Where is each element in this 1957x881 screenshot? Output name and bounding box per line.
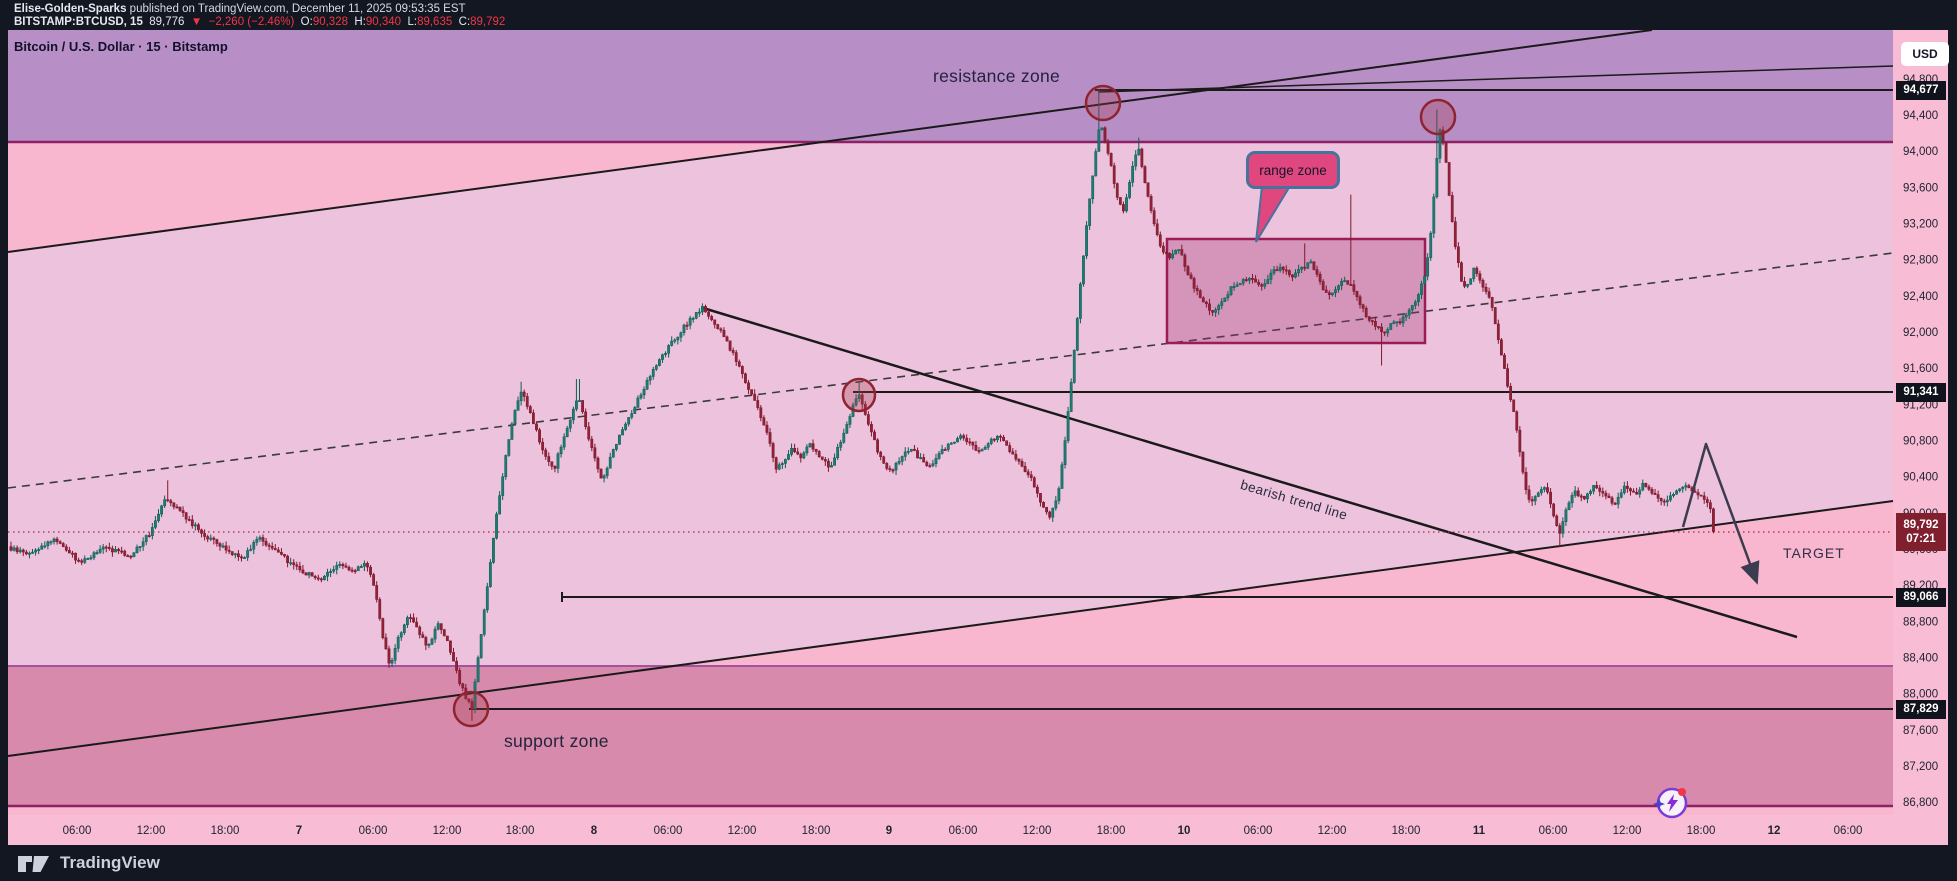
price-tick-label: 87,200 xyxy=(1903,761,1938,773)
range-zone-callout[interactable]: range zone xyxy=(1246,151,1340,189)
time-tick-label: 06:00 xyxy=(654,825,683,837)
symbol-title: BITSTAMP:BTCUSD, 15 xyxy=(14,16,143,28)
publish-info: published on TradingView.com, December 1… xyxy=(126,3,466,15)
current-price-label: 89,792 07:21 xyxy=(1896,513,1946,551)
price-tick-label: 91,200 xyxy=(1903,399,1938,411)
dashed-mid-trendline[interactable] xyxy=(7,252,1894,489)
time-tick-label: 06:00 xyxy=(359,825,388,837)
price-tick-label: 92,400 xyxy=(1903,291,1938,303)
footer-bar: TradingView xyxy=(0,845,1957,881)
time-tick-label: 06:00 xyxy=(1834,825,1863,837)
price-tick-label: 87,600 xyxy=(1903,725,1938,737)
price-tick-label: 94,400 xyxy=(1903,110,1938,122)
time-tick-label: 11 xyxy=(1473,825,1486,837)
snapshot-header: Elise-Golden-Sparks published on Trading… xyxy=(0,0,1957,30)
time-tick-label: 12:00 xyxy=(1023,825,1052,837)
time-tick-label: 10 xyxy=(1178,825,1191,837)
time-tick-label: 7 xyxy=(296,825,302,837)
target-label[interactable]: TARGET xyxy=(1783,545,1845,561)
resistance-zone-label[interactable]: resistance zone xyxy=(933,66,1061,86)
price-level-axis-label: 87,829 xyxy=(1896,699,1946,719)
price-tick-label: 93,600 xyxy=(1903,182,1938,194)
pivot-highlight-circle[interactable] xyxy=(841,377,877,413)
price-level-axis-label: 94,677 xyxy=(1896,80,1946,100)
pivot-highlight-circle[interactable] xyxy=(452,690,490,728)
price-tick-label: 88,000 xyxy=(1903,689,1938,701)
symbol-line: BITSTAMP:BTCUSD, 15 89,776 ▼ −2,260 (−2.… xyxy=(14,16,505,28)
time-tick-label: 06:00 xyxy=(949,825,978,837)
resistance-upper-line[interactable] xyxy=(1097,65,1894,93)
price-change: −2,260 (−2.46%) xyxy=(208,16,295,28)
price-level-axis-label: 91,341 xyxy=(1896,382,1946,402)
time-tick-label: 06:00 xyxy=(1539,825,1568,837)
resistance-zone-area xyxy=(8,30,1893,142)
time-tick-label: 18:00 xyxy=(1687,825,1716,837)
close-value: 89,792 xyxy=(470,16,506,28)
price-tick-label: 92,800 xyxy=(1903,255,1938,267)
price-tick-label: 93,200 xyxy=(1903,219,1938,231)
time-tick-label: 18:00 xyxy=(211,825,240,837)
last-price: 89,776 xyxy=(149,16,185,28)
high-label: H: xyxy=(354,16,366,28)
open-value: 90,328 xyxy=(312,16,348,28)
pivot-highlight-circle[interactable] xyxy=(1084,84,1122,122)
channel-upper-trendline[interactable] xyxy=(7,29,1653,253)
tradingview-brand[interactable]: TradingView xyxy=(60,853,160,872)
time-tick-label: 12 xyxy=(1768,825,1781,837)
time-tick-label: 9 xyxy=(886,825,892,837)
time-tick-label: 18:00 xyxy=(506,825,535,837)
down-triangle-icon: ▼ xyxy=(190,16,203,28)
time-tick-label: 18:00 xyxy=(1097,825,1126,837)
tradingview-logo-icon xyxy=(18,856,49,872)
price-tick-label: 94,000 xyxy=(1903,146,1938,158)
support-zone-area xyxy=(8,666,1893,806)
spark-icon[interactable] xyxy=(1653,787,1688,819)
price-tick-label: 88,800 xyxy=(1903,616,1938,628)
time-tick-label: 12:00 xyxy=(137,825,166,837)
time-tick-label: 18:00 xyxy=(802,825,831,837)
time-tick-label: 18:00 xyxy=(1392,825,1421,837)
high-value: 90,340 xyxy=(365,16,402,28)
time-tick-label: 12:00 xyxy=(728,825,757,837)
low-label: L: xyxy=(407,16,418,28)
price-tick-label: 92,000 xyxy=(1903,327,1938,339)
price-tick-label: 86,800 xyxy=(1903,797,1938,809)
price-level-axis-label: 89,066 xyxy=(1896,587,1946,607)
price-tick-label: 88,400 xyxy=(1903,653,1938,665)
candlesticks xyxy=(9,90,1715,721)
publish-line: Elise-Golden-Sparks published on Trading… xyxy=(14,3,466,15)
open-label: O: xyxy=(300,16,313,28)
bar-countdown: 07:21 xyxy=(1906,533,1936,545)
time-tick-label: 06:00 xyxy=(63,825,92,837)
range-zone-box[interactable] xyxy=(1165,237,1427,345)
time-tick-label: 12:00 xyxy=(1613,825,1642,837)
price-tick-label: 90,800 xyxy=(1903,436,1938,448)
publisher-name: Elise-Golden-Sparks xyxy=(14,3,127,15)
low-value: 89,635 xyxy=(417,16,453,28)
price-tick-label: 90,400 xyxy=(1903,472,1938,484)
time-tick-label: 12:00 xyxy=(1318,825,1347,837)
current-price-value: 89,792 xyxy=(1903,518,1939,531)
support-zone-label[interactable]: support zone xyxy=(504,731,609,751)
currency-unit-button[interactable]: USD xyxy=(1901,42,1949,66)
time-tick-label: 06:00 xyxy=(1244,825,1273,837)
close-label: C: xyxy=(458,16,471,28)
pivot-highlight-circle[interactable] xyxy=(1419,98,1457,136)
chart-legend-title[interactable]: Bitcoin / U.S. Dollar · 15 · Bitstamp xyxy=(14,39,228,54)
time-tick-label: 8 xyxy=(591,825,598,837)
price-tick-label: 91,600 xyxy=(1903,363,1938,375)
target-arrow[interactable] xyxy=(1681,442,1760,585)
bearish-trendline[interactable] xyxy=(702,306,1798,639)
time-axis-strip[interactable] xyxy=(8,815,1948,845)
time-tick-label: 12:00 xyxy=(433,825,462,837)
channel-lower-trendline[interactable] xyxy=(7,500,1894,757)
